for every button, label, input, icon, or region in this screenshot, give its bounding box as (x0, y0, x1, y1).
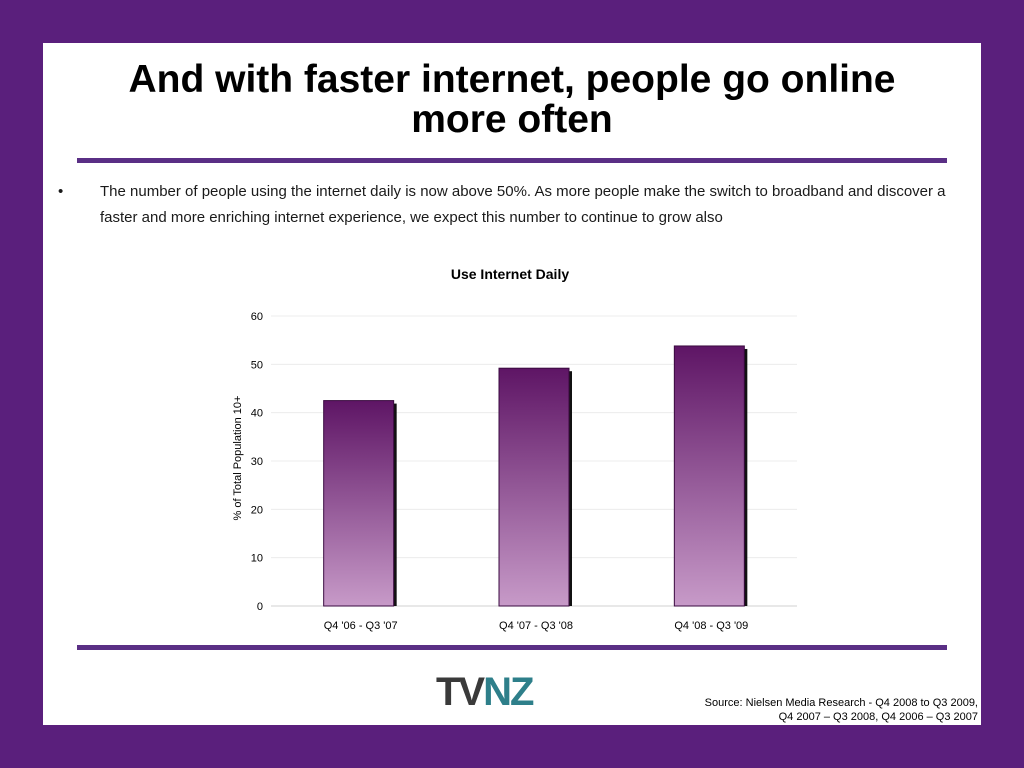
bullet-text: The number of people using the internet … (100, 183, 946, 226)
source-note: Source: Nielsen Media Research - Q4 2008… (705, 696, 978, 724)
bar (673, 345, 745, 607)
y-tick-label: 40 (251, 408, 263, 420)
top-divider (77, 158, 947, 163)
y-tick-label: 30 (251, 456, 263, 468)
title-line-2: more often (411, 98, 613, 141)
bar-chart: Use Internet Daily % of Total Population… (232, 266, 797, 632)
bottom-divider (77, 645, 947, 650)
svg-text:TVNZ: TVNZ (436, 671, 534, 711)
bullet-marker: • (58, 183, 64, 200)
y-tick-label: 0 (257, 601, 263, 613)
slide-title: And with faster internet, people go onli… (43, 60, 981, 140)
slide: And with faster internet, people go onli… (43, 43, 981, 725)
y-tick-label: 10 (251, 553, 263, 565)
bars (323, 345, 748, 607)
x-tick-label: Q4 '06 - Q3 '07 (324, 620, 398, 632)
source-line-1: Source: Nielsen Media Research - Q4 2008… (704, 697, 978, 709)
title-line-1: And with faster internet, people go onli… (128, 58, 896, 101)
chart-title: Use Internet Daily (451, 266, 569, 282)
y-tick-labels: 0 10 20 30 40 50 60 (251, 311, 263, 613)
x-tick-label: Q4 '08 - Q3 '09 (674, 620, 748, 632)
x-tick-label: Q4 '07 - Q3 '08 (499, 620, 573, 632)
y-axis-label: % of Total Population 10+ (232, 396, 244, 521)
x-tick-labels: Q4 '06 - Q3 '07 Q4 '07 - Q3 '08 Q4 '08 - Q… (324, 620, 749, 632)
source-line-2: Q4 2007 – Q3 2008, Q4 2006 – Q3 2007 (778, 711, 978, 723)
bar (323, 400, 395, 607)
bar (498, 367, 570, 607)
y-tick-label: 60 (251, 311, 263, 323)
tvnz-logo: TVNZ (436, 671, 536, 711)
y-tick-label: 50 (251, 359, 263, 371)
y-tick-label: 20 (251, 504, 263, 516)
